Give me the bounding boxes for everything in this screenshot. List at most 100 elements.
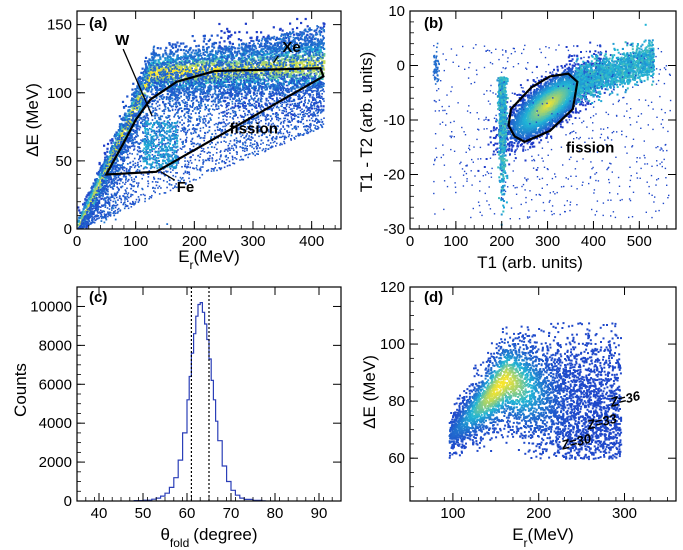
density-cell xyxy=(194,65,198,68)
density-cell xyxy=(248,57,252,61)
density-cell xyxy=(208,129,211,132)
density-cell xyxy=(181,123,184,126)
density-cell xyxy=(303,37,306,40)
density-cell xyxy=(245,42,248,45)
density-cell xyxy=(218,65,220,67)
density-cell xyxy=(323,30,326,33)
density-cell xyxy=(320,41,323,44)
density-cell xyxy=(185,67,188,70)
density-cell xyxy=(179,42,182,45)
density-cell xyxy=(304,81,307,84)
density-cell xyxy=(146,96,148,99)
density-cell xyxy=(282,49,285,52)
density-cell xyxy=(276,69,279,73)
density-cell xyxy=(249,121,252,124)
density-cell xyxy=(271,98,274,101)
density-cell xyxy=(223,55,226,58)
density-cell xyxy=(131,99,134,102)
density-cell xyxy=(138,116,141,119)
density-cell xyxy=(190,100,193,102)
density-cell xyxy=(312,48,315,51)
density-cell xyxy=(131,109,135,112)
density-cell xyxy=(162,67,165,70)
density-cell xyxy=(203,95,206,98)
density-cell xyxy=(195,79,198,82)
density-cell xyxy=(170,86,173,88)
density-cell xyxy=(113,135,116,138)
density-cell xyxy=(199,116,202,119)
density-cell xyxy=(129,123,132,126)
density-cell xyxy=(248,120,250,123)
density-cell xyxy=(238,75,241,78)
density-cell xyxy=(291,64,294,67)
density-cell xyxy=(198,54,200,57)
density-cell xyxy=(159,69,162,72)
density-cell xyxy=(262,66,265,69)
density-cell xyxy=(212,72,215,75)
density-cell xyxy=(292,43,295,46)
density-cell xyxy=(112,151,115,154)
density-cell xyxy=(197,44,200,47)
density-cell xyxy=(304,36,307,38)
density-cell xyxy=(235,54,238,56)
density-cell xyxy=(242,51,245,54)
density-cell xyxy=(279,65,282,68)
density-cell xyxy=(279,37,281,40)
density-cell xyxy=(286,74,289,77)
density-cell xyxy=(184,71,187,74)
density-cell xyxy=(204,69,207,71)
density-cell xyxy=(99,185,102,188)
density-cell xyxy=(135,112,138,115)
density-cell xyxy=(191,35,194,38)
density-cell xyxy=(250,59,253,61)
density-cell xyxy=(119,127,121,130)
density-cell xyxy=(104,167,107,170)
density-cell xyxy=(235,84,238,87)
density-cell xyxy=(279,27,282,30)
density-cell xyxy=(159,66,162,68)
density-cell xyxy=(132,100,135,103)
density-cell xyxy=(100,183,103,186)
density-cell xyxy=(247,46,250,49)
density-cell xyxy=(295,42,297,45)
density-cell xyxy=(197,64,200,67)
density-cell xyxy=(296,77,299,80)
density-cell xyxy=(216,34,219,37)
density-cell xyxy=(199,66,202,69)
density-cell xyxy=(288,51,291,54)
density-cell xyxy=(251,75,254,78)
density-cell xyxy=(231,100,234,103)
density-cell xyxy=(110,155,113,159)
density-cell xyxy=(92,189,95,192)
density-cell xyxy=(277,56,280,59)
density-cell xyxy=(221,63,224,66)
density-cell xyxy=(241,53,244,56)
density-cell xyxy=(149,101,151,104)
density-cell xyxy=(289,61,291,63)
density-cell xyxy=(192,94,194,97)
density-cell xyxy=(219,63,221,65)
density-cell xyxy=(281,65,284,68)
density-cell xyxy=(209,77,211,80)
density-cell xyxy=(223,40,226,43)
density-cell xyxy=(228,64,231,67)
density-cell xyxy=(238,44,241,47)
density-cell xyxy=(153,53,156,56)
density-cell xyxy=(216,68,219,71)
density-cell xyxy=(88,198,91,201)
density-cell xyxy=(98,180,101,183)
density-cell xyxy=(170,52,173,55)
density-cell xyxy=(321,54,324,56)
density-cell xyxy=(109,139,112,142)
density-cell xyxy=(170,60,173,63)
density-cell xyxy=(297,56,299,59)
panel-a-density xyxy=(77,17,326,229)
density-cell xyxy=(319,73,322,76)
density-cell xyxy=(248,91,251,95)
density-cell xyxy=(248,87,251,90)
density-cell xyxy=(237,99,240,102)
density-cell xyxy=(91,186,94,189)
density-cell xyxy=(209,60,211,62)
density-cell xyxy=(209,88,211,91)
density-cell xyxy=(321,77,324,80)
